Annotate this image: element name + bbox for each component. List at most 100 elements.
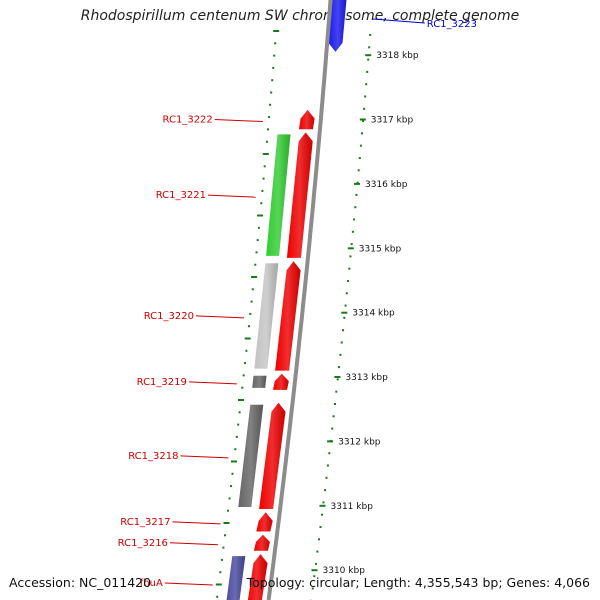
outer-tick: [313, 575, 316, 578]
cds-block-shade: [252, 375, 267, 388]
inner-tick: [224, 534, 226, 537]
inner-tick: [250, 300, 253, 303]
scale-label: 3315 kbp: [359, 244, 402, 254]
inner-tick: [260, 202, 263, 205]
inner-tick: [223, 522, 230, 524]
inner-tick: [241, 386, 244, 389]
backbone-arc: [266, 0, 333, 600]
outer-tick: [326, 464, 329, 467]
gene-leader-line: [214, 119, 263, 123]
outer-tick: [321, 513, 323, 516]
inner-tick: [230, 485, 232, 488]
outer-tick: [345, 292, 348, 295]
backbone-line: [266, 0, 333, 600]
inner-tick: [215, 583, 222, 586]
inner-tick: [231, 472, 234, 475]
cds-track: [226, 134, 291, 600]
outer-tick: [367, 58, 370, 61]
scale-tick: [365, 54, 372, 57]
scale-tick: [319, 504, 326, 507]
inner-tick: [274, 42, 277, 45]
gene-label[interactable]: RC1_3221: [156, 190, 206, 201]
gene-label[interactable]: fhuA: [140, 578, 163, 589]
scale-label: 3311 kbp: [331, 502, 374, 512]
gene-leader-line: [169, 542, 218, 546]
outer-tick: [369, 34, 372, 36]
inner-tick: [273, 30, 280, 32]
inner-tick: [242, 374, 245, 377]
outer-tick: [325, 476, 328, 479]
outer-tick: [359, 144, 362, 147]
outer-tick: [355, 193, 358, 196]
gene-arrow-shade: [298, 109, 315, 130]
inner-tick: [261, 189, 264, 192]
outer-tick: [364, 95, 367, 98]
inner-tick: [222, 546, 225, 549]
inner-tick: [262, 177, 265, 180]
genome-summary: Topology: circular; Length: 4,355,543 bp…: [246, 575, 590, 590]
outer-tick: [338, 366, 340, 369]
inner-tick: [235, 435, 238, 438]
outer-tick: [353, 218, 356, 221]
outer-tick: [361, 132, 363, 135]
outer-tick: [366, 70, 369, 73]
inner-tick: [251, 288, 254, 291]
gene-leader-line: [207, 194, 256, 198]
outer-tick: [332, 415, 335, 418]
outer-tick: [335, 390, 338, 393]
outer-tick: [322, 501, 325, 504]
inner-tick: [238, 399, 244, 401]
inner-tick: [244, 337, 251, 340]
gene-label[interactable]: RC1_3220: [144, 311, 194, 322]
gene-label[interactable]: RC1_3218: [128, 451, 178, 462]
outer-tick: [354, 206, 357, 209]
outer-tick: [356, 181, 359, 184]
inner-tick: [265, 140, 268, 143]
scale-tick: [327, 440, 334, 443]
gene-arrow-shade: [328, 0, 347, 52]
outer-tick: [319, 526, 322, 528]
inner-tick: [228, 497, 231, 500]
gene-arrow-shade: [273, 373, 289, 390]
outer-tick: [363, 107, 366, 110]
outer-tick: [316, 550, 319, 553]
scale-label: 3318 kbp: [376, 51, 419, 61]
outer-tick: [331, 427, 334, 430]
inner-tick: [254, 263, 257, 266]
gene-label[interactable]: RC1_3217: [120, 517, 170, 528]
outer-tick: [342, 329, 344, 332]
gene-label[interactable]: RC1_3223: [427, 19, 477, 30]
cds-block-shade: [266, 134, 291, 256]
inner-tick: [267, 128, 269, 131]
inner-tick: [238, 411, 241, 414]
outer-tick: [350, 243, 353, 246]
scale-tick: [311, 569, 318, 572]
gene-label[interactable]: RC1_3216: [118, 538, 168, 549]
scale-tick: [347, 247, 354, 250]
inner-tick: [234, 448, 237, 451]
inner-tick: [227, 509, 229, 512]
outer-tick: [318, 538, 320, 541]
outer-tick: [351, 230, 354, 233]
cds-block-shade: [238, 404, 264, 507]
inner-tick: [251, 276, 258, 278]
inner-tick: [256, 239, 259, 242]
inner-tick: [273, 54, 276, 57]
gene-arrow-shade: [275, 261, 301, 371]
gene-leader-line: [195, 315, 245, 319]
gene-leader-line: [372, 18, 425, 24]
scale-label: 3314 kbp: [352, 309, 395, 319]
inner-tick: [262, 153, 269, 155]
scale-tick: [341, 311, 348, 314]
outer-tick: [347, 280, 350, 282]
inner-tick: [219, 571, 222, 574]
scale-label: 3316 kbp: [365, 180, 408, 190]
gene-arrow-shade: [286, 132, 313, 258]
inner-tick: [237, 423, 240, 426]
outer-tick: [311, 587, 314, 590]
outer-tick: [343, 316, 346, 319]
gene-arrow-shade: [259, 402, 286, 509]
gene-label[interactable]: RC1_3222: [163, 115, 213, 126]
gene-label[interactable]: RC1_3219: [137, 377, 187, 388]
